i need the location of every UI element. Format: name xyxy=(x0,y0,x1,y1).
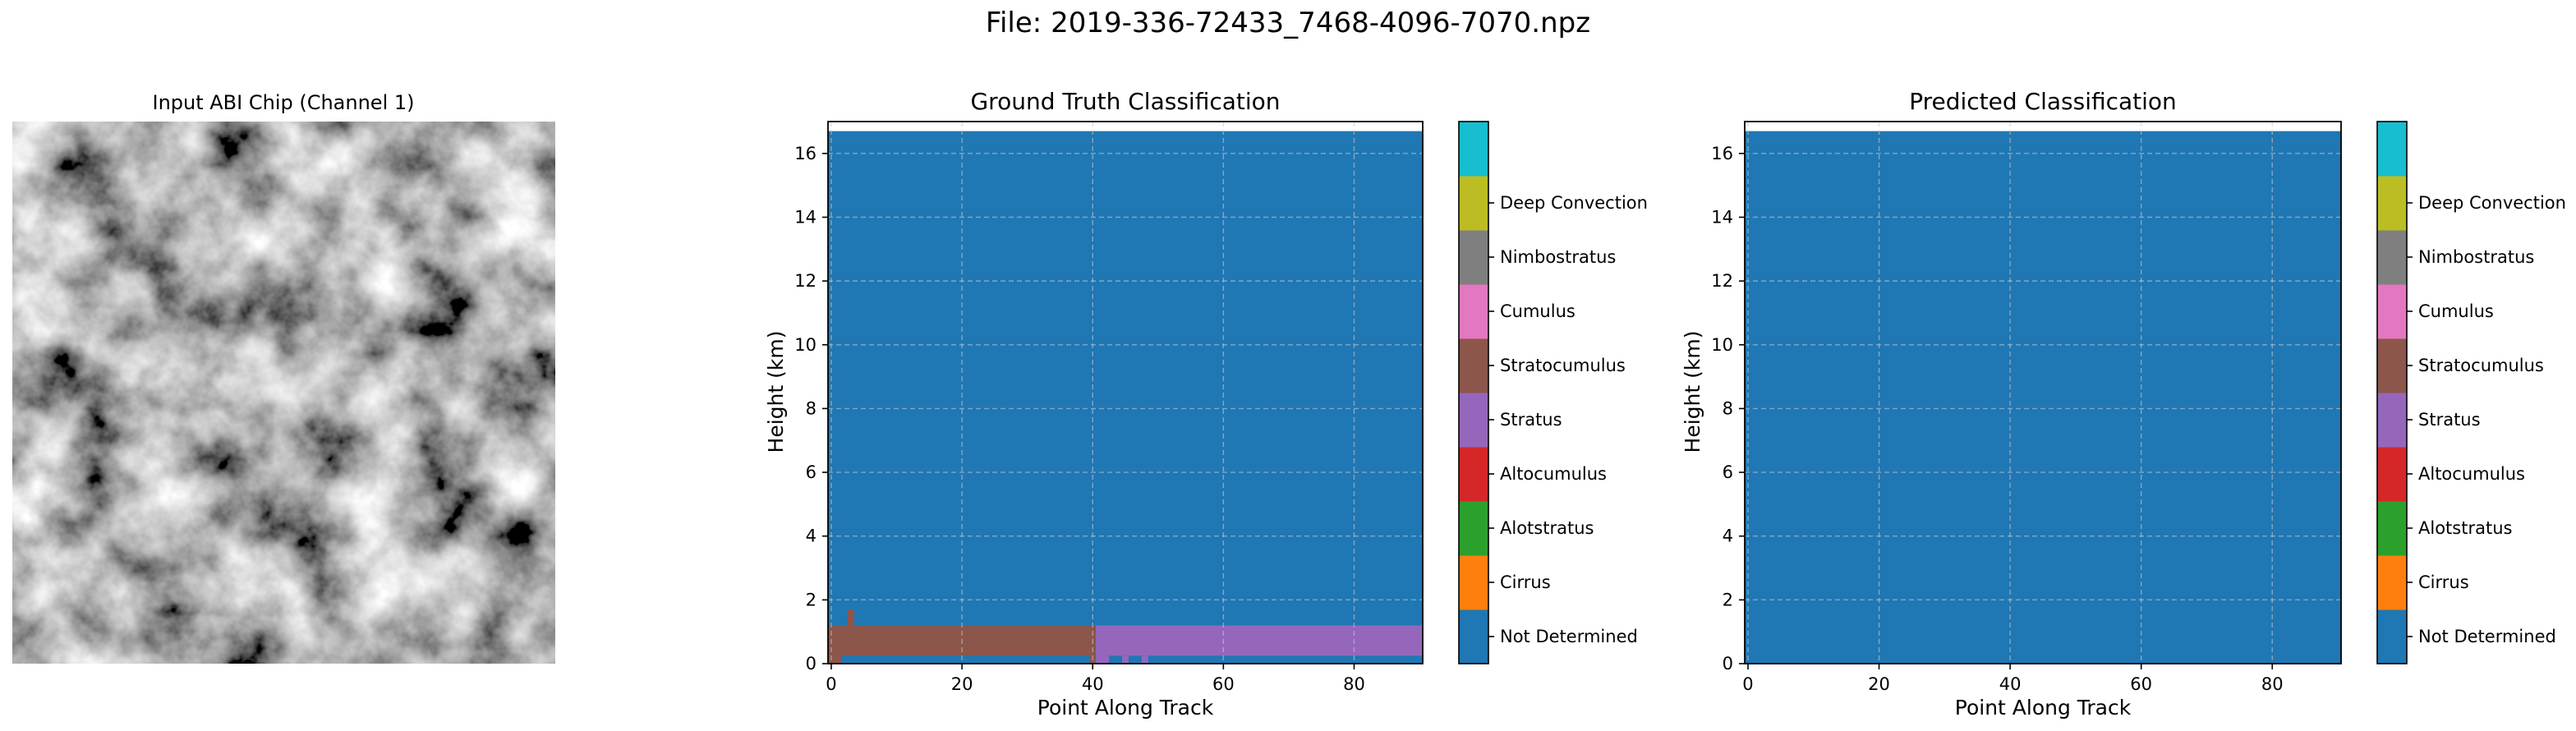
class-field xyxy=(1745,131,2341,664)
colorbar-band xyxy=(2377,176,2407,231)
x-tick-label: 80 xyxy=(1343,674,1365,694)
colorbar-band xyxy=(1459,338,1488,393)
colorbar-label-not-determined: Not Determined xyxy=(2418,627,2556,646)
ground-truth-panel: Ground Truth Classification Point Along … xyxy=(764,88,1648,720)
y-tick-label: 8 xyxy=(806,398,816,418)
predicted-colorbar: Not Determined Cirrus Alotstratus Altocumul… xyxy=(2376,121,2566,664)
class-region-stratus xyxy=(1122,655,1129,664)
predicted-xlabel: Point Along Track xyxy=(1955,696,2132,720)
x-tick-label: 0 xyxy=(1742,674,1753,694)
y-tick-label: 14 xyxy=(794,207,816,227)
input-panel-title: Input ABI Chip (Channel 1) xyxy=(152,91,414,114)
predicted-plot-area: 0 20 40 60 80 0 2 4 6 8 10 12 14 16 xyxy=(1711,121,2342,694)
colorbar-band xyxy=(1459,501,1488,556)
colorbar-label-cumulus: Cumulus xyxy=(1500,301,1576,321)
ground-truth-xlabel: Point Along Track xyxy=(1037,696,1214,720)
colorbar-label-not-determined: Not Determined xyxy=(1500,627,1638,646)
x-tick-label: 20 xyxy=(951,674,973,694)
colorbar-band xyxy=(2377,122,2407,177)
ground-truth-colorbar: Not Determined Cirrus Alotstratus Altocumul… xyxy=(1458,121,1648,664)
colorbar-band xyxy=(2377,230,2407,285)
x-tick-label: 80 xyxy=(2261,674,2284,694)
colorbar-band xyxy=(1459,609,1488,664)
colorbar-band xyxy=(2377,609,2407,664)
ground-truth-title: Ground Truth Classification xyxy=(970,88,1280,115)
colorbar-label-altocumulus: Altocumulus xyxy=(1500,464,1607,484)
class-region-stratocumulus xyxy=(847,609,854,626)
y-tick-label: 2 xyxy=(806,590,816,609)
y-tick-label: 14 xyxy=(1711,207,1733,227)
y-tick-label: 16 xyxy=(1711,144,1733,163)
y-tick-label: 12 xyxy=(794,271,816,291)
x-tick-label: 60 xyxy=(1212,674,1235,694)
colorbar-band xyxy=(1459,230,1488,285)
colorbar-band xyxy=(1459,122,1488,177)
predicted-panel: Predicted Classification Point Along Tra… xyxy=(1681,88,2566,720)
colorbar-label-stratus: Stratus xyxy=(2418,410,2481,430)
y-tick-label: 12 xyxy=(1711,271,1733,291)
class-region-not-determined xyxy=(1109,655,1423,664)
x-tick-label: 60 xyxy=(2130,674,2152,694)
colorbar-label-deep-convection: Deep Convection xyxy=(1500,193,1648,213)
predicted-title: Predicted Classification xyxy=(1909,88,2177,115)
colorbar-band xyxy=(1459,284,1488,339)
input-panel: Input ABI Chip (Channel 1) xyxy=(12,91,555,664)
ground-truth-ylabel: Height (km) xyxy=(764,331,788,453)
colorbar-frame xyxy=(1458,121,1489,664)
axes-frame xyxy=(827,121,1424,664)
colorbar-label-deep-convection: Deep Convection xyxy=(2418,193,2566,213)
y-tick-label: 8 xyxy=(1723,398,1733,418)
colorbar-band xyxy=(2377,555,2407,610)
colorbar-label-nimbostratus: Nimbostratus xyxy=(1500,247,1616,267)
colorbar-band xyxy=(1459,393,1488,448)
colorbar-band xyxy=(1459,447,1488,502)
class-field xyxy=(828,131,1423,664)
class-region-not-determined xyxy=(840,655,1090,664)
y-tick-label: 0 xyxy=(1723,654,1733,674)
colorbar-band xyxy=(1459,176,1488,231)
colorbar-label-stratocumulus: Stratocumulus xyxy=(2418,356,2544,375)
colorbar-band xyxy=(2377,501,2407,556)
colorbar-label-nimbostratus: Nimbostratus xyxy=(2418,247,2534,267)
colorbar-label-stratus: Stratus xyxy=(1500,410,1562,430)
y-tick-label: 6 xyxy=(806,462,816,482)
colorbar-band xyxy=(1459,555,1488,610)
abi-chip-image xyxy=(12,122,555,664)
x-tick-label: 40 xyxy=(1999,674,2022,694)
y-tick-label: 0 xyxy=(806,654,816,674)
x-tick-label: 0 xyxy=(826,674,836,694)
colorbar-label-alotstratus: Alotstratus xyxy=(2418,518,2512,538)
colorbar-band xyxy=(2377,338,2407,393)
colorbar-label-alotstratus: Alotstratus xyxy=(1500,518,1594,538)
class-region-stratus xyxy=(1141,655,1148,664)
predicted-ylabel: Height (km) xyxy=(1681,331,1704,453)
colorbar-label-cirrus: Cirrus xyxy=(1500,572,1551,592)
y-tick-label: 10 xyxy=(794,335,816,355)
y-tick-label: 2 xyxy=(1723,590,1733,609)
colorbar-label-cumulus: Cumulus xyxy=(2418,301,2494,321)
figure-title: File: 2019-336-72433_7468-4096-7070.npz xyxy=(985,7,1591,39)
x-tick-label: 20 xyxy=(1868,674,1890,694)
ground-truth-plot-area: 0 20 40 60 80 0 2 4 6 8 10 12 14 16 xyxy=(794,121,1424,694)
colorbar-label-altocumulus: Altocumulus xyxy=(2418,464,2525,484)
y-tick-label: 6 xyxy=(1723,462,1733,482)
y-tick-label: 4 xyxy=(1723,526,1733,546)
colorbar-frame xyxy=(2376,121,2408,664)
colorbar-label-stratocumulus: Stratocumulus xyxy=(1500,356,1626,375)
colorbar-band xyxy=(2377,393,2407,448)
colorbar-band xyxy=(2377,284,2407,339)
y-tick-label: 10 xyxy=(1711,335,1733,355)
y-tick-label: 16 xyxy=(794,144,816,163)
colorbar-band xyxy=(2377,447,2407,502)
colorbar-label-cirrus: Cirrus xyxy=(2418,572,2469,592)
axes-frame xyxy=(1744,121,2342,664)
y-tick-label: 4 xyxy=(806,526,816,546)
x-tick-label: 40 xyxy=(1082,674,1104,694)
